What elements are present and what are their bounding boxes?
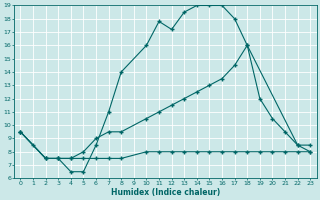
X-axis label: Humidex (Indice chaleur): Humidex (Indice chaleur) <box>111 188 220 197</box>
